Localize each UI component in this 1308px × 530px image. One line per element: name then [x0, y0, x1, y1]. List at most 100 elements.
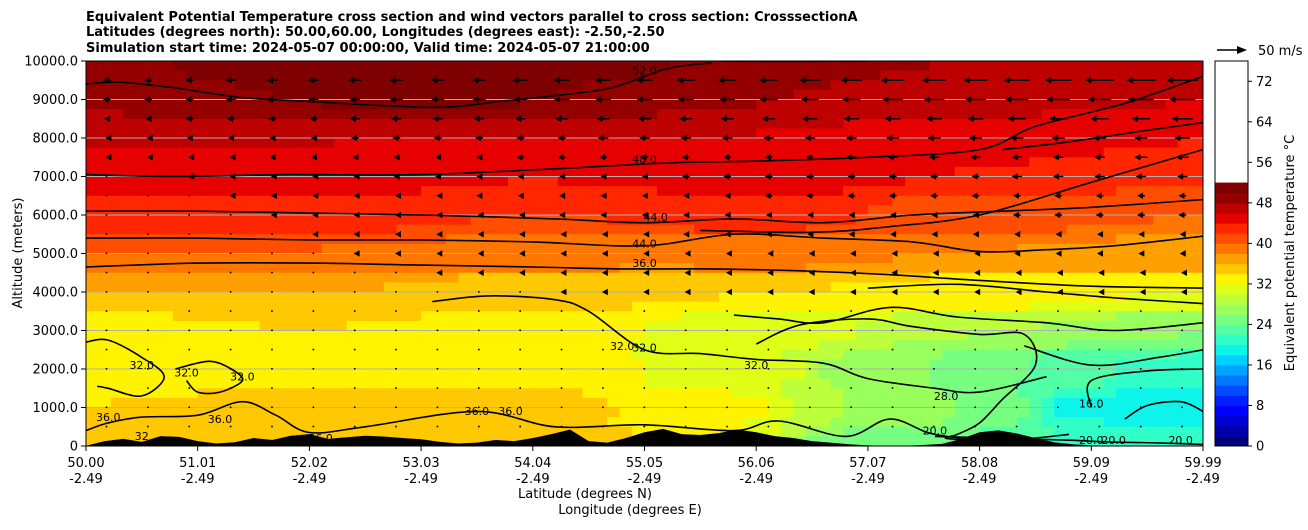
field-cell [1116, 225, 1129, 235]
field-cell [1029, 292, 1042, 302]
field-cell [694, 340, 707, 350]
field-cell [111, 311, 124, 321]
field-cell [980, 379, 993, 389]
wind-vector [437, 407, 439, 409]
colorbar-swatch [1215, 284, 1248, 295]
field-cell [793, 196, 806, 206]
field-cell [533, 148, 546, 158]
field-cell [855, 350, 868, 360]
field-cell [1166, 388, 1179, 398]
field-cell [1066, 128, 1079, 138]
field-cell [384, 244, 397, 254]
field-cell [620, 177, 633, 187]
field-cell [371, 321, 384, 331]
field-cell [359, 196, 372, 206]
x-axis: 50.00-2.4951.01-2.4952.02-2.4953.03-2.49… [67, 446, 1221, 487]
field-cell [210, 321, 223, 331]
field-cell [1042, 234, 1055, 244]
field-cell [160, 388, 173, 398]
field-cell [682, 302, 695, 312]
wind-vector [1140, 387, 1142, 389]
field-cell [781, 408, 794, 418]
field-cell [384, 292, 397, 302]
field-cell [855, 167, 868, 177]
field-cell [744, 61, 757, 71]
field-cell [731, 369, 744, 379]
field-cell [781, 177, 794, 187]
field-cell [570, 273, 583, 283]
field-cell [1066, 331, 1079, 341]
field-cell [793, 128, 806, 138]
field-cell [570, 244, 583, 254]
field-cell [570, 311, 583, 321]
field-cell [607, 177, 620, 187]
x-tick-label-lon: -2.49 [963, 472, 997, 487]
field-cell [620, 388, 633, 398]
field-cell [632, 225, 645, 235]
field-cell [707, 273, 720, 283]
field-cell [744, 109, 757, 119]
field-cell [570, 292, 583, 302]
field-cell [533, 177, 546, 187]
field-cell [347, 282, 360, 292]
field-cell [632, 196, 645, 206]
field-cell [458, 369, 471, 379]
field-cell [496, 379, 509, 389]
field-cell [719, 359, 732, 369]
field-cell [421, 128, 434, 138]
field-cell [1029, 311, 1042, 321]
field-cell [731, 417, 744, 427]
wind-vector [850, 330, 852, 332]
wind-vector [1016, 426, 1018, 428]
field-cell [582, 167, 595, 177]
field-cell [359, 177, 372, 187]
field-cell [620, 196, 633, 206]
wind-vector [1016, 330, 1018, 332]
field-cell [458, 282, 471, 292]
field-cell [520, 302, 533, 312]
field-cell [793, 244, 806, 254]
field-cell [309, 408, 322, 418]
wind-vector [147, 214, 149, 216]
field-cell [1042, 167, 1055, 177]
field-cell [111, 398, 124, 408]
field-cell [831, 282, 844, 292]
y-axis-label: Altitude (meters) [11, 198, 26, 309]
field-cell [446, 196, 459, 206]
field-cell [334, 128, 347, 138]
wind-vector [271, 407, 273, 409]
field-cell [1141, 436, 1154, 446]
field-cell [421, 273, 434, 283]
field-cell [520, 119, 533, 129]
field-cell [123, 331, 136, 341]
field-cell [880, 234, 893, 244]
field-cell [582, 427, 595, 437]
field-cell [657, 350, 670, 360]
field-cell [297, 205, 310, 215]
field-cell [260, 321, 273, 331]
field-cell [247, 311, 260, 321]
field-cell [769, 388, 782, 398]
field-cell [446, 148, 459, 158]
field-cell [1129, 311, 1142, 321]
field-cell [446, 128, 459, 138]
field-cell [558, 331, 571, 341]
field-cell [545, 302, 558, 312]
field-cell [1116, 157, 1129, 167]
field-cell [793, 215, 806, 225]
field-cell [272, 273, 285, 283]
field-cell [446, 244, 459, 254]
field-cell [247, 128, 260, 138]
field-cell [458, 80, 471, 90]
field-cell [1029, 90, 1042, 100]
field-cell [893, 109, 906, 119]
field-cell [1017, 71, 1030, 81]
field-cell [719, 90, 732, 100]
field-cell [1153, 359, 1166, 369]
field-cell [558, 408, 571, 418]
field-cell [669, 119, 682, 129]
field-cell [558, 350, 571, 360]
field-cell [533, 331, 546, 341]
field-cell [781, 157, 794, 167]
field-cell [322, 379, 335, 389]
